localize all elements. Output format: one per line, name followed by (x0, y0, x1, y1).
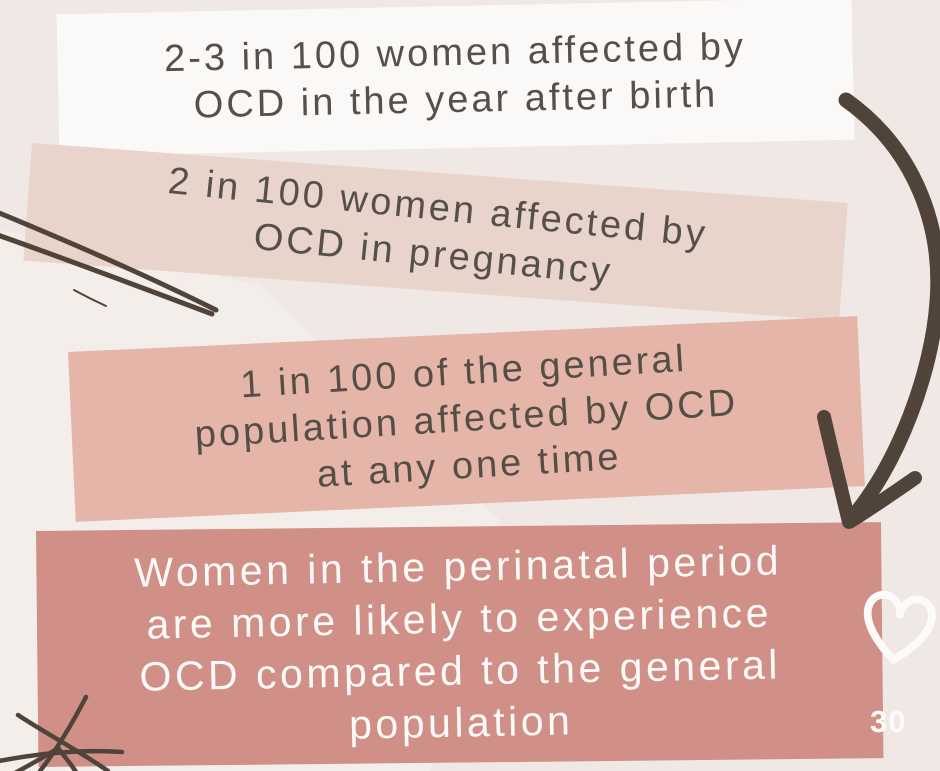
banner-postnatal-stat: 2-3 in 100 women affected by OCD in the … (56, 0, 855, 157)
banner-text: 2-3 in 100 women affected by OCD in the … (57, 22, 854, 133)
banner-text: 1 in 100 of the general population affec… (68, 325, 865, 513)
banner-general-population-stat: 1 in 100 of the general population affec… (68, 316, 865, 522)
banner-text: Women in the perinatal period are more l… (35, 532, 884, 756)
banner-conclusion: Women in the perinatal period are more l… (35, 522, 884, 767)
page-number: 30 (870, 704, 907, 739)
heart-icon (863, 590, 936, 664)
